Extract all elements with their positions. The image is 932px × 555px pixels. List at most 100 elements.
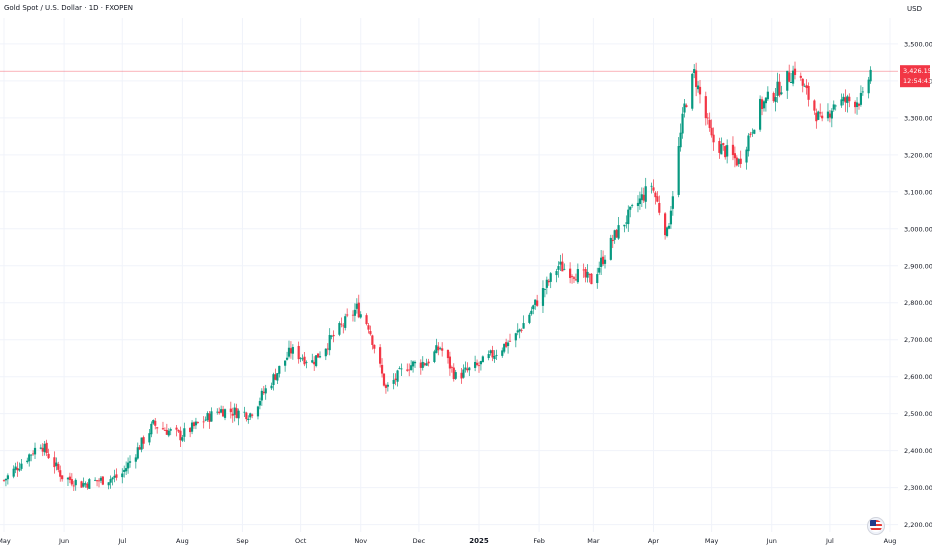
candle[interactable] [183,422,186,442]
candle[interactable] [466,362,469,373]
candle[interactable] [516,323,519,336]
candle[interactable] [278,365,281,378]
candle[interactable] [41,443,44,457]
candle[interactable] [545,276,548,295]
candle[interactable] [586,264,589,283]
candle[interactable] [803,83,806,87]
candle[interactable] [410,360,413,371]
candle[interactable] [704,91,707,126]
candle[interactable] [487,350,490,361]
candle[interactable] [547,278,550,286]
candle[interactable] [338,321,341,337]
candle[interactable] [683,98,686,118]
candle[interactable] [202,416,205,429]
candle[interactable] [528,312,531,325]
candle[interactable] [206,411,209,422]
candle[interactable] [125,461,128,476]
candle[interactable] [70,473,73,487]
candle[interactable] [379,344,382,368]
candle[interactable] [86,482,89,490]
candle[interactable] [454,369,457,380]
candle[interactable] [677,137,680,198]
candle[interactable] [778,73,781,98]
candle[interactable] [324,348,327,361]
candle[interactable] [766,86,769,102]
candle[interactable] [272,372,275,391]
candle[interactable] [520,328,523,333]
candle[interactable] [842,93,845,106]
candle[interactable] [832,100,835,112]
candle[interactable] [315,355,318,368]
candle[interactable] [543,288,547,298]
candle[interactable] [625,215,628,229]
candle[interactable] [563,263,566,271]
candle[interactable] [262,385,265,396]
candle[interactable] [55,457,58,471]
candle[interactable] [97,478,101,488]
candle[interactable] [441,342,444,357]
candle[interactable] [433,349,436,364]
candle[interactable] [260,388,263,406]
currency-label[interactable]: USD [907,5,922,13]
candle[interactable] [762,100,766,112]
candle[interactable] [66,477,70,487]
candle[interactable] [576,263,579,284]
candle[interactable] [121,468,124,484]
candle[interactable] [152,419,155,425]
candle[interactable] [101,476,104,486]
candle[interactable] [617,216,620,240]
candle[interactable] [247,415,250,424]
candle[interactable] [384,383,388,394]
candle[interactable] [189,427,192,438]
candle[interactable] [251,413,254,419]
candle[interactable] [737,158,740,167]
candle[interactable] [679,123,682,152]
candle[interactable] [47,448,50,460]
candle[interactable] [72,480,75,492]
candle[interactable] [264,384,267,400]
candle[interactable] [421,356,424,371]
candle[interactable] [289,341,293,359]
candle[interactable] [846,94,849,113]
candle[interactable] [270,382,273,390]
candle[interactable] [840,93,843,108]
candle[interactable] [43,440,46,456]
candle[interactable] [2,479,6,482]
candle[interactable] [656,191,659,203]
candle[interactable] [477,361,481,373]
candle[interactable] [221,405,225,417]
candle[interactable] [557,261,560,278]
candle[interactable] [786,70,789,99]
candle[interactable] [828,109,831,123]
candle[interactable] [751,128,754,137]
candle[interactable] [355,298,358,314]
candle[interactable] [791,65,795,87]
candle[interactable] [291,344,294,360]
candle[interactable] [80,480,83,488]
candle[interactable] [237,408,240,426]
candle[interactable] [446,349,450,364]
candle[interactable] [258,397,262,410]
candle[interactable] [481,355,484,363]
candle[interactable] [739,150,742,168]
candle[interactable] [427,358,430,367]
candle[interactable] [163,427,167,431]
candle[interactable] [423,362,426,367]
candle[interactable] [406,363,409,372]
candle[interactable] [720,137,723,155]
candle[interactable] [88,478,91,489]
candle[interactable] [148,428,151,446]
candle[interactable] [644,177,647,209]
candle[interactable] [460,367,463,384]
candle[interactable] [392,373,395,390]
candle[interactable] [859,85,863,107]
candle[interactable] [359,311,362,319]
candle[interactable] [218,407,221,415]
candle[interactable] [780,85,783,96]
candle[interactable] [869,66,872,84]
candle[interactable] [326,343,329,355]
candle[interactable] [74,478,77,491]
candle[interactable] [84,481,87,488]
